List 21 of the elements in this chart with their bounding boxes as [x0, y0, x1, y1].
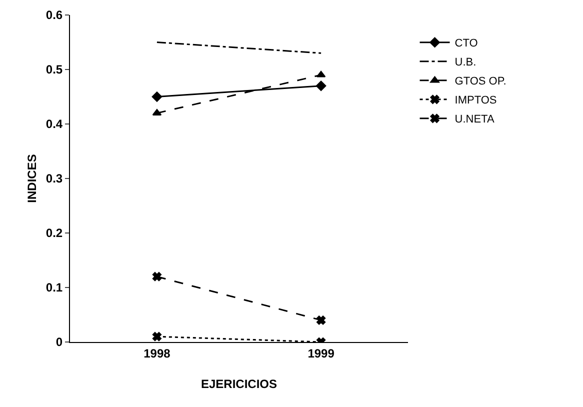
point: [152, 92, 162, 102]
y-tick-label: 0.4: [46, 117, 63, 132]
legend-label: IMPTOS: [454, 94, 497, 107]
y-tick-label: 0.1: [46, 280, 63, 295]
legend-label: GTOS OP.: [454, 76, 506, 88]
y-tick-label: 0: [56, 335, 63, 350]
x-tick-label: 1998: [144, 346, 171, 360]
legend-label: U.NETA: [454, 114, 495, 126]
y-tick-label: 0.3: [46, 172, 63, 186]
point: [316, 316, 326, 325]
point: [152, 272, 162, 282]
x-tick-label: 1999: [308, 346, 335, 360]
y-tick-label: 0.5: [46, 62, 63, 77]
point: [316, 80, 326, 91]
legend-label: U.B.: [454, 56, 476, 69]
y-axis-title: INDICES: [25, 154, 39, 203]
y-tick-label: 0.6: [46, 8, 63, 22]
y-tick-label: 0.2: [46, 226, 63, 240]
x-axis-title: EJERICICIOS: [200, 377, 278, 391]
legend-label: CTO: [454, 38, 478, 50]
point: [152, 332, 162, 342]
